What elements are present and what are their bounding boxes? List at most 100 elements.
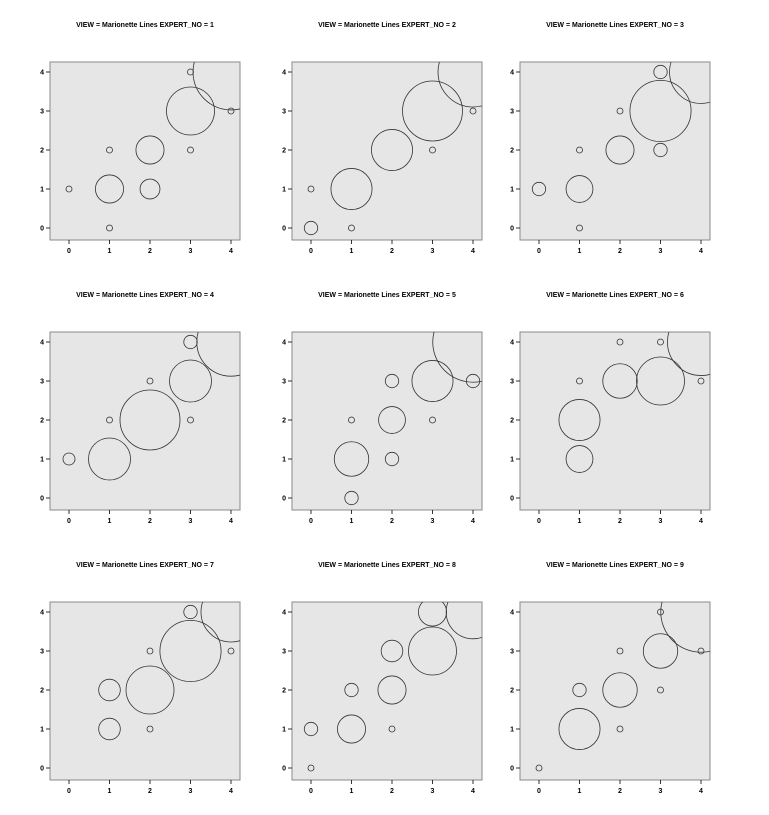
bubble bbox=[602, 363, 638, 399]
y-tick-label: 1 bbox=[510, 727, 514, 734]
y-tick-label: 0 bbox=[510, 766, 514, 773]
bubble bbox=[576, 224, 583, 232]
bubble bbox=[411, 360, 454, 402]
y-tick-label: 0 bbox=[282, 496, 286, 503]
y-tick-label: 2 bbox=[282, 148, 286, 155]
plot-area bbox=[291, 61, 483, 241]
bubble bbox=[602, 672, 638, 708]
bubble bbox=[159, 620, 222, 682]
chart-title: VIEW = Marionette Lines EXPERT_NO = 3 bbox=[546, 22, 684, 29]
x-tick-label: 4 bbox=[471, 518, 475, 525]
bubble bbox=[432, 332, 482, 383]
plot-area bbox=[519, 331, 711, 511]
bubbles bbox=[303, 602, 482, 772]
bubble bbox=[576, 146, 583, 154]
bubble bbox=[469, 107, 477, 115]
y-tick-label: 4 bbox=[40, 70, 44, 77]
x-tick-label: 1 bbox=[108, 788, 112, 795]
x-tick-label: 2 bbox=[618, 248, 622, 255]
y-tick-label: 1 bbox=[282, 457, 286, 464]
bubble bbox=[227, 107, 235, 115]
plot-area bbox=[519, 61, 711, 241]
chart-svg: VIEW = Marionette Lines EXPERT_NO = 3 0 1 2… bbox=[510, 22, 711, 255]
bubble bbox=[576, 377, 583, 385]
bubble bbox=[660, 602, 710, 653]
bubble bbox=[465, 373, 481, 389]
chart-panel-6: VIEW = Marionette Lines EXPERT_NO = 6 0 1 2… bbox=[490, 285, 730, 545]
y-tick-label: 3 bbox=[510, 109, 514, 116]
bubble bbox=[98, 678, 121, 702]
x-tick-label: 4 bbox=[229, 518, 233, 525]
chart-svg: VIEW = Marionette Lines EXPERT_NO = 6 0 1 2… bbox=[510, 292, 711, 525]
bubble bbox=[616, 647, 624, 655]
y-tick-label: 4 bbox=[510, 610, 514, 617]
x-tick-label: 3 bbox=[659, 248, 663, 255]
x-tick-label: 4 bbox=[699, 788, 703, 795]
bubbles bbox=[531, 62, 710, 232]
x-tick-label: 3 bbox=[431, 788, 435, 795]
y-tick-label: 4 bbox=[282, 340, 286, 347]
x-tick-label: 0 bbox=[537, 518, 541, 525]
plot-area bbox=[49, 61, 241, 241]
x-tick-label: 4 bbox=[699, 248, 703, 255]
bubble bbox=[146, 647, 154, 655]
y-tick-label: 2 bbox=[40, 148, 44, 155]
bubble bbox=[125, 665, 175, 715]
bubble bbox=[88, 437, 131, 481]
bubble bbox=[337, 714, 366, 744]
x-tick-label: 1 bbox=[350, 518, 354, 525]
y-tick-label: 3 bbox=[40, 379, 44, 386]
bubble bbox=[616, 725, 624, 733]
y-tick-label: 2 bbox=[40, 418, 44, 425]
bubble bbox=[187, 416, 194, 424]
bubble bbox=[187, 68, 194, 76]
bubble bbox=[139, 178, 161, 200]
x-tick-label: 1 bbox=[578, 518, 582, 525]
y-tick-label: 3 bbox=[282, 109, 286, 116]
x-tick-label: 2 bbox=[148, 248, 152, 255]
x-tick-label: 3 bbox=[431, 518, 435, 525]
x-tick-label: 0 bbox=[309, 248, 313, 255]
bubble bbox=[429, 416, 436, 424]
plot-area bbox=[291, 601, 483, 781]
x-tick-label: 0 bbox=[67, 248, 71, 255]
x-tick-label: 4 bbox=[471, 788, 475, 795]
x-tick-label: 0 bbox=[537, 788, 541, 795]
bubble bbox=[146, 725, 154, 733]
bubble bbox=[667, 332, 710, 376]
chart-svg: VIEW = Marionette Lines EXPERT_NO = 2 0 1 2… bbox=[282, 22, 483, 255]
chart-title: VIEW = Marionette Lines EXPERT_NO = 1 bbox=[76, 22, 214, 29]
x-tick-label: 4 bbox=[471, 248, 475, 255]
bubble bbox=[380, 639, 404, 663]
y-tick-label: 3 bbox=[40, 109, 44, 116]
bubbles bbox=[62, 332, 240, 481]
chart-svg: VIEW = Marionette Lines EXPERT_NO = 8 0 1 2… bbox=[282, 562, 483, 795]
bubble bbox=[333, 441, 370, 477]
bubble bbox=[371, 129, 413, 171]
bubble bbox=[95, 174, 124, 204]
bubble bbox=[558, 708, 601, 750]
plot-area bbox=[291, 331, 483, 511]
y-tick-label: 2 bbox=[510, 148, 514, 155]
bubble bbox=[558, 399, 601, 441]
bubbles bbox=[303, 62, 482, 236]
y-tick-label: 4 bbox=[510, 340, 514, 347]
y-tick-label: 2 bbox=[282, 688, 286, 695]
y-tick-label: 3 bbox=[282, 649, 286, 656]
x-tick-label: 3 bbox=[189, 788, 193, 795]
bubble bbox=[565, 175, 594, 203]
chart-svg: VIEW = Marionette Lines EXPERT_NO = 7 0 1 2… bbox=[40, 562, 241, 795]
y-tick-label: 0 bbox=[282, 226, 286, 233]
bubble bbox=[119, 389, 181, 451]
bubble bbox=[535, 764, 543, 772]
chart-panel-3: VIEW = Marionette Lines EXPERT_NO = 3 0 1 2… bbox=[490, 15, 730, 275]
x-tick-label: 3 bbox=[431, 248, 435, 255]
x-tick-label: 2 bbox=[390, 788, 394, 795]
bubble bbox=[377, 675, 407, 705]
bubble bbox=[146, 377, 154, 385]
x-tick-label: 1 bbox=[578, 788, 582, 795]
x-tick-label: 1 bbox=[578, 248, 582, 255]
y-tick-label: 0 bbox=[510, 226, 514, 233]
bubble bbox=[388, 725, 396, 733]
bubble bbox=[344, 490, 359, 506]
